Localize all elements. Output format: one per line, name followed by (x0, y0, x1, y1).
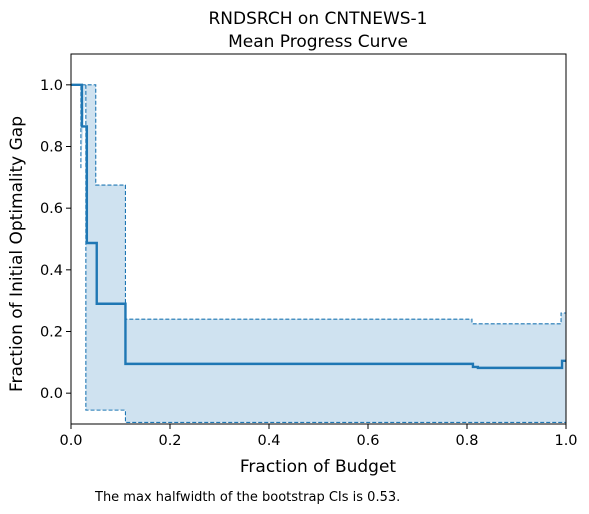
x-tick-label: 1.0 (554, 433, 577, 449)
x-tick-label: 0.6 (356, 433, 379, 449)
x-tick-label: 0.4 (257, 433, 280, 449)
plot-area (71, 83, 567, 424)
y-tick-label: 0.8 (40, 140, 63, 156)
x-tick-label: 0.0 (59, 433, 82, 449)
y-tick-label: 1.0 (40, 78, 63, 94)
chart-title-line-1: RNDSRCH on CNTNEWS-1 (209, 9, 428, 29)
ci-halfwidth-note: The max halfwidth of the bootstrap CIs i… (94, 490, 400, 505)
axes-frame (70, 53, 567, 425)
y-axis-ticks: 0.0 0.2 0.4 0.6 0.8 1.0 (40, 78, 71, 402)
x-tick-label: 0.2 (158, 433, 181, 449)
y-tick-label: 0.4 (40, 263, 63, 279)
x-axis-ticks: 0.0 0.2 0.4 0.6 0.8 1.0 (59, 424, 578, 449)
x-axis-label: Fraction of Budget (240, 457, 397, 477)
upper-ci-line (80, 84, 566, 325)
x-tick-label: 0.8 (455, 433, 478, 449)
y-tick-label: 0.0 (40, 386, 63, 402)
y-tick-label: 0.6 (40, 201, 63, 217)
mean-progress-line (71, 83, 566, 370)
y-axis-label: Fraction of Initial Optimality Gap (7, 116, 27, 392)
confidence-band-fill (80, 84, 567, 423)
y-tick-label: 0.2 (40, 325, 63, 341)
chart-title-line-2: Mean Progress Curve (228, 32, 408, 52)
lower-ci-line (85, 84, 566, 424)
